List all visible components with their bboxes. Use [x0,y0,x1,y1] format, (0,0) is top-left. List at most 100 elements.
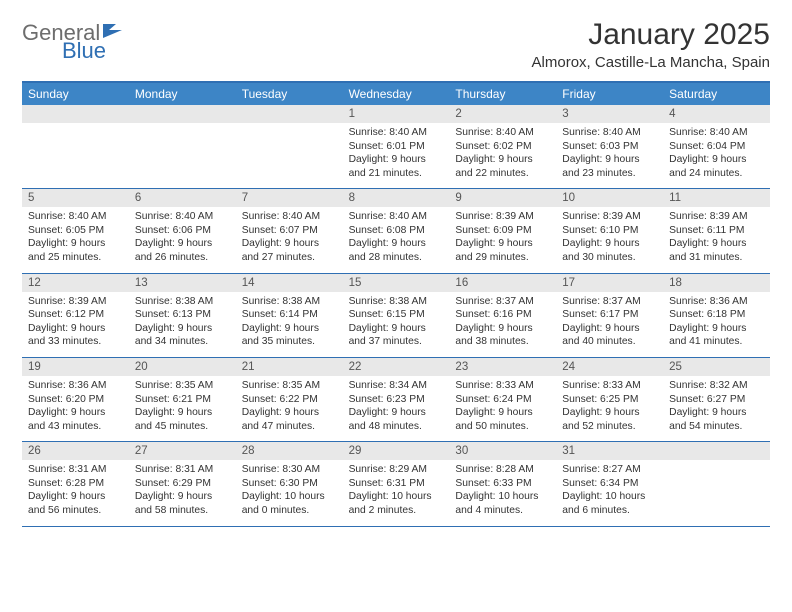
location: Almorox, Castille-La Mancha, Spain [532,54,770,71]
day-number [129,105,236,123]
day-body: Sunrise: 8:30 AM Sunset: 6:30 PM Dayligh… [236,460,343,525]
day-cell: 15Sunrise: 8:38 AM Sunset: 6:15 PM Dayli… [343,274,450,357]
day-body: Sunrise: 8:40 AM Sunset: 6:03 PM Dayligh… [556,123,663,188]
day-cell: 2Sunrise: 8:40 AM Sunset: 6:02 PM Daylig… [449,105,556,188]
day-cell: 20Sunrise: 8:35 AM Sunset: 6:21 PM Dayli… [129,358,236,441]
day-number: 4 [663,105,770,123]
day-number: 15 [343,274,450,292]
day-body: Sunrise: 8:32 AM Sunset: 6:27 PM Dayligh… [663,376,770,441]
day-body: Sunrise: 8:31 AM Sunset: 6:29 PM Dayligh… [129,460,236,525]
day-body: Sunrise: 8:29 AM Sunset: 6:31 PM Dayligh… [343,460,450,525]
day-body: Sunrise: 8:37 AM Sunset: 6:16 PM Dayligh… [449,292,556,357]
day-header: Monday [129,83,236,105]
calendar: SundayMondayTuesdayWednesdayThursdayFrid… [22,81,770,527]
day-number: 13 [129,274,236,292]
day-cell [129,105,236,188]
day-body: Sunrise: 8:39 AM Sunset: 6:09 PM Dayligh… [449,207,556,272]
day-cell [22,105,129,188]
logo: GeneralBlue [22,22,124,62]
day-body: Sunrise: 8:27 AM Sunset: 6:34 PM Dayligh… [556,460,663,525]
day-cell: 26Sunrise: 8:31 AM Sunset: 6:28 PM Dayli… [22,442,129,525]
day-cell: 24Sunrise: 8:33 AM Sunset: 6:25 PM Dayli… [556,358,663,441]
day-number: 31 [556,442,663,460]
day-cell: 25Sunrise: 8:32 AM Sunset: 6:27 PM Dayli… [663,358,770,441]
day-number: 21 [236,358,343,376]
day-cell: 31Sunrise: 8:27 AM Sunset: 6:34 PM Dayli… [556,442,663,525]
day-body: Sunrise: 8:37 AM Sunset: 6:17 PM Dayligh… [556,292,663,357]
day-body [663,460,770,518]
day-cell: 16Sunrise: 8:37 AM Sunset: 6:16 PM Dayli… [449,274,556,357]
day-body: Sunrise: 8:40 AM Sunset: 6:05 PM Dayligh… [22,207,129,272]
day-cell: 21Sunrise: 8:35 AM Sunset: 6:22 PM Dayli… [236,358,343,441]
day-cell: 12Sunrise: 8:39 AM Sunset: 6:12 PM Dayli… [22,274,129,357]
weeks-container: 1Sunrise: 8:40 AM Sunset: 6:01 PM Daylig… [22,105,770,527]
day-body: Sunrise: 8:40 AM Sunset: 6:01 PM Dayligh… [343,123,450,188]
week-row: 5Sunrise: 8:40 AM Sunset: 6:05 PM Daylig… [22,189,770,273]
logo-text-blue: Blue [62,40,124,62]
day-cell: 9Sunrise: 8:39 AM Sunset: 6:09 PM Daylig… [449,189,556,272]
day-number: 26 [22,442,129,460]
week-row: 26Sunrise: 8:31 AM Sunset: 6:28 PM Dayli… [22,442,770,526]
day-number: 1 [343,105,450,123]
day-header: Wednesday [343,83,450,105]
day-number: 30 [449,442,556,460]
day-cell: 5Sunrise: 8:40 AM Sunset: 6:05 PM Daylig… [22,189,129,272]
day-number: 14 [236,274,343,292]
day-cell: 23Sunrise: 8:33 AM Sunset: 6:24 PM Dayli… [449,358,556,441]
day-body: Sunrise: 8:36 AM Sunset: 6:20 PM Dayligh… [22,376,129,441]
page: GeneralBlue January 2025 Almorox, Castil… [0,0,792,537]
day-cell: 27Sunrise: 8:31 AM Sunset: 6:29 PM Dayli… [129,442,236,525]
day-cell: 10Sunrise: 8:39 AM Sunset: 6:10 PM Dayli… [556,189,663,272]
day-number: 7 [236,189,343,207]
day-number: 23 [449,358,556,376]
day-body: Sunrise: 8:39 AM Sunset: 6:11 PM Dayligh… [663,207,770,272]
day-body: Sunrise: 8:34 AM Sunset: 6:23 PM Dayligh… [343,376,450,441]
month-title: January 2025 [532,18,770,52]
day-body: Sunrise: 8:31 AM Sunset: 6:28 PM Dayligh… [22,460,129,525]
day-cell: 18Sunrise: 8:36 AM Sunset: 6:18 PM Dayli… [663,274,770,357]
day-number: 22 [343,358,450,376]
day-number [236,105,343,123]
day-header-row: SundayMondayTuesdayWednesdayThursdayFrid… [22,83,770,105]
day-number: 12 [22,274,129,292]
day-body: Sunrise: 8:35 AM Sunset: 6:21 PM Dayligh… [129,376,236,441]
day-number: 29 [343,442,450,460]
day-number: 11 [663,189,770,207]
day-cell: 14Sunrise: 8:38 AM Sunset: 6:14 PM Dayli… [236,274,343,357]
day-number: 24 [556,358,663,376]
day-cell: 13Sunrise: 8:38 AM Sunset: 6:13 PM Dayli… [129,274,236,357]
day-body: Sunrise: 8:28 AM Sunset: 6:33 PM Dayligh… [449,460,556,525]
day-number: 10 [556,189,663,207]
day-number: 3 [556,105,663,123]
day-header: Friday [556,83,663,105]
day-number: 25 [663,358,770,376]
day-cell: 6Sunrise: 8:40 AM Sunset: 6:06 PM Daylig… [129,189,236,272]
day-number: 2 [449,105,556,123]
day-body: Sunrise: 8:38 AM Sunset: 6:13 PM Dayligh… [129,292,236,357]
day-cell: 28Sunrise: 8:30 AM Sunset: 6:30 PM Dayli… [236,442,343,525]
day-cell: 30Sunrise: 8:28 AM Sunset: 6:33 PM Dayli… [449,442,556,525]
day-number [663,442,770,460]
day-body: Sunrise: 8:39 AM Sunset: 6:10 PM Dayligh… [556,207,663,272]
day-header: Tuesday [236,83,343,105]
day-header: Saturday [663,83,770,105]
day-body: Sunrise: 8:33 AM Sunset: 6:25 PM Dayligh… [556,376,663,441]
day-header: Thursday [449,83,556,105]
day-number [22,105,129,123]
header: GeneralBlue January 2025 Almorox, Castil… [22,18,770,71]
day-cell: 17Sunrise: 8:37 AM Sunset: 6:17 PM Dayli… [556,274,663,357]
day-body [129,123,236,181]
day-number: 17 [556,274,663,292]
day-body: Sunrise: 8:40 AM Sunset: 6:04 PM Dayligh… [663,123,770,188]
day-cell: 3Sunrise: 8:40 AM Sunset: 6:03 PM Daylig… [556,105,663,188]
day-number: 6 [129,189,236,207]
day-cell: 8Sunrise: 8:40 AM Sunset: 6:08 PM Daylig… [343,189,450,272]
day-cell: 19Sunrise: 8:36 AM Sunset: 6:20 PM Dayli… [22,358,129,441]
day-body: Sunrise: 8:40 AM Sunset: 6:08 PM Dayligh… [343,207,450,272]
day-body: Sunrise: 8:38 AM Sunset: 6:15 PM Dayligh… [343,292,450,357]
day-body: Sunrise: 8:35 AM Sunset: 6:22 PM Dayligh… [236,376,343,441]
day-cell: 4Sunrise: 8:40 AM Sunset: 6:04 PM Daylig… [663,105,770,188]
day-cell [236,105,343,188]
title-block: January 2025 Almorox, Castille-La Mancha… [532,18,770,71]
day-cell: 22Sunrise: 8:34 AM Sunset: 6:23 PM Dayli… [343,358,450,441]
